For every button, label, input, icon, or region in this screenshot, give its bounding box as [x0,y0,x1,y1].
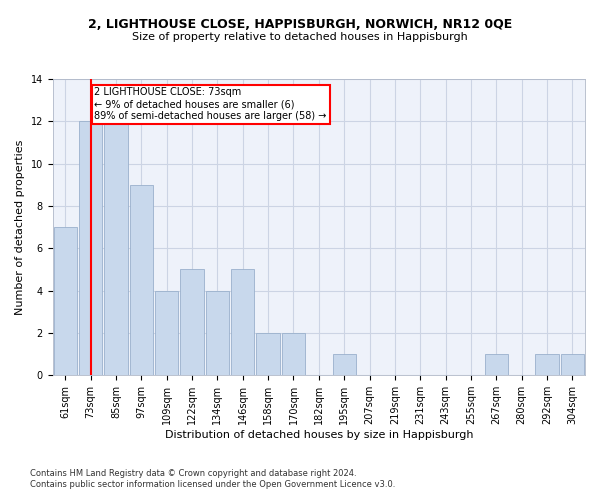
X-axis label: Distribution of detached houses by size in Happisburgh: Distribution of detached houses by size … [164,430,473,440]
Bar [79,122,103,375]
Bar [332,354,356,375]
Bar [485,354,508,375]
Bar [231,270,254,375]
Text: Size of property relative to detached houses in Happisburgh: Size of property relative to detached ho… [132,32,468,42]
Bar [130,185,153,375]
Bar [206,290,229,375]
Bar [256,333,280,375]
Text: 2 LIGHTHOUSE CLOSE: 73sqm
← 9% of detached houses are smaller (6)
89% of semi-de: 2 LIGHTHOUSE CLOSE: 73sqm ← 9% of detach… [94,88,327,120]
Text: Contains public sector information licensed under the Open Government Licence v3: Contains public sector information licen… [30,480,395,489]
Bar [181,270,204,375]
Bar [104,122,128,375]
Bar [282,333,305,375]
Bar [535,354,559,375]
Bar [560,354,584,375]
Text: 2, LIGHTHOUSE CLOSE, HAPPISBURGH, NORWICH, NR12 0QE: 2, LIGHTHOUSE CLOSE, HAPPISBURGH, NORWIC… [88,18,512,30]
Text: Contains HM Land Registry data © Crown copyright and database right 2024.: Contains HM Land Registry data © Crown c… [30,468,356,477]
Bar [155,290,178,375]
Bar [53,227,77,375]
Y-axis label: Number of detached properties: Number of detached properties [15,140,25,315]
